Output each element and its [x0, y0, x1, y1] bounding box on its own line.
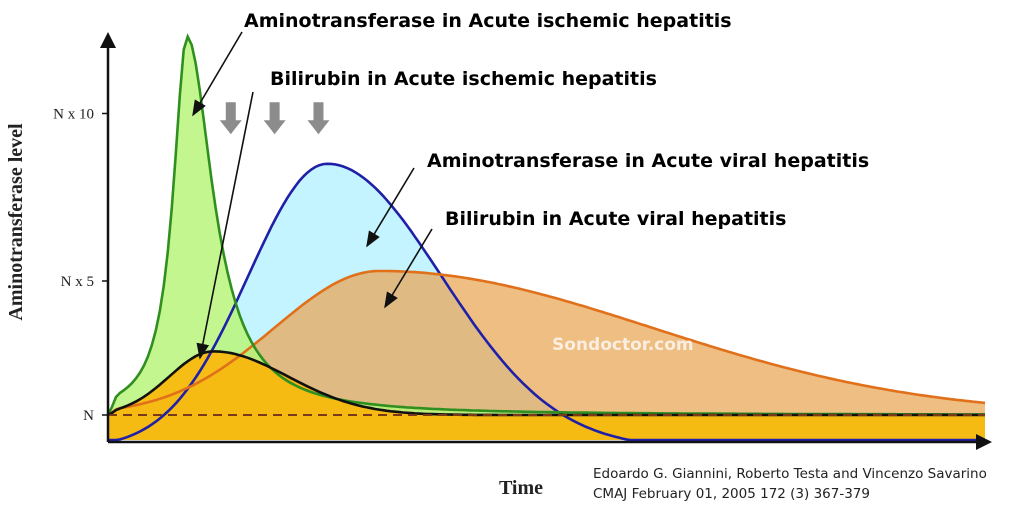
y-tick-group: N N x 5 N x 10	[53, 107, 108, 424]
series-line-2	[108, 162, 985, 442]
series-fill-1	[108, 351, 985, 440]
down-arrow-icon	[307, 102, 330, 135]
series-fills	[108, 36, 985, 441]
down-arrow-icon	[219, 102, 242, 135]
down-arrow-icon	[263, 102, 286, 135]
annotation-ischemic-bilirubin: Bilirubin in Acute ischemic hepatitis	[270, 68, 657, 90]
down-arrow-group	[219, 102, 330, 135]
y-tick-label-1: N x 5	[61, 274, 94, 290]
y-axis-arrowhead	[100, 32, 116, 48]
watermark: Sondoctor.com	[552, 335, 694, 355]
annotation-viral-aminotransferase: Aminotransferase in Acute viral hepatiti…	[427, 150, 869, 172]
leader-arrow-viral-bilirubin	[384, 228, 433, 309]
annotation-ischemic-aminotransferase: Aminotransferase in Acute ischemic hepat…	[244, 10, 732, 32]
leader-arrow-viral-aminotransferase	[366, 167, 415, 248]
citation-authors: Edoardo G. Giannini, Roberto Testa and V…	[593, 466, 987, 482]
y-axis-title: Aminotransferase level	[5, 123, 27, 321]
series-strokes	[106, 33, 986, 442]
leader-arrow-ischemic-bilirubin	[196, 91, 254, 360]
x-axis-title: Time	[499, 477, 543, 499]
y-tick-label-0: N	[83, 408, 94, 424]
leader-arrow-ischemic-aminotransferase	[192, 31, 243, 117]
x-axis-arrowhead	[976, 434, 992, 450]
annotation-viral-bilirubin: Bilirubin in Acute viral hepatitis	[445, 208, 786, 230]
y-tick-label-2: N x 10	[53, 107, 94, 123]
citation-journal: CMAJ February 01, 2005 172 (3) 367-379	[593, 486, 870, 502]
